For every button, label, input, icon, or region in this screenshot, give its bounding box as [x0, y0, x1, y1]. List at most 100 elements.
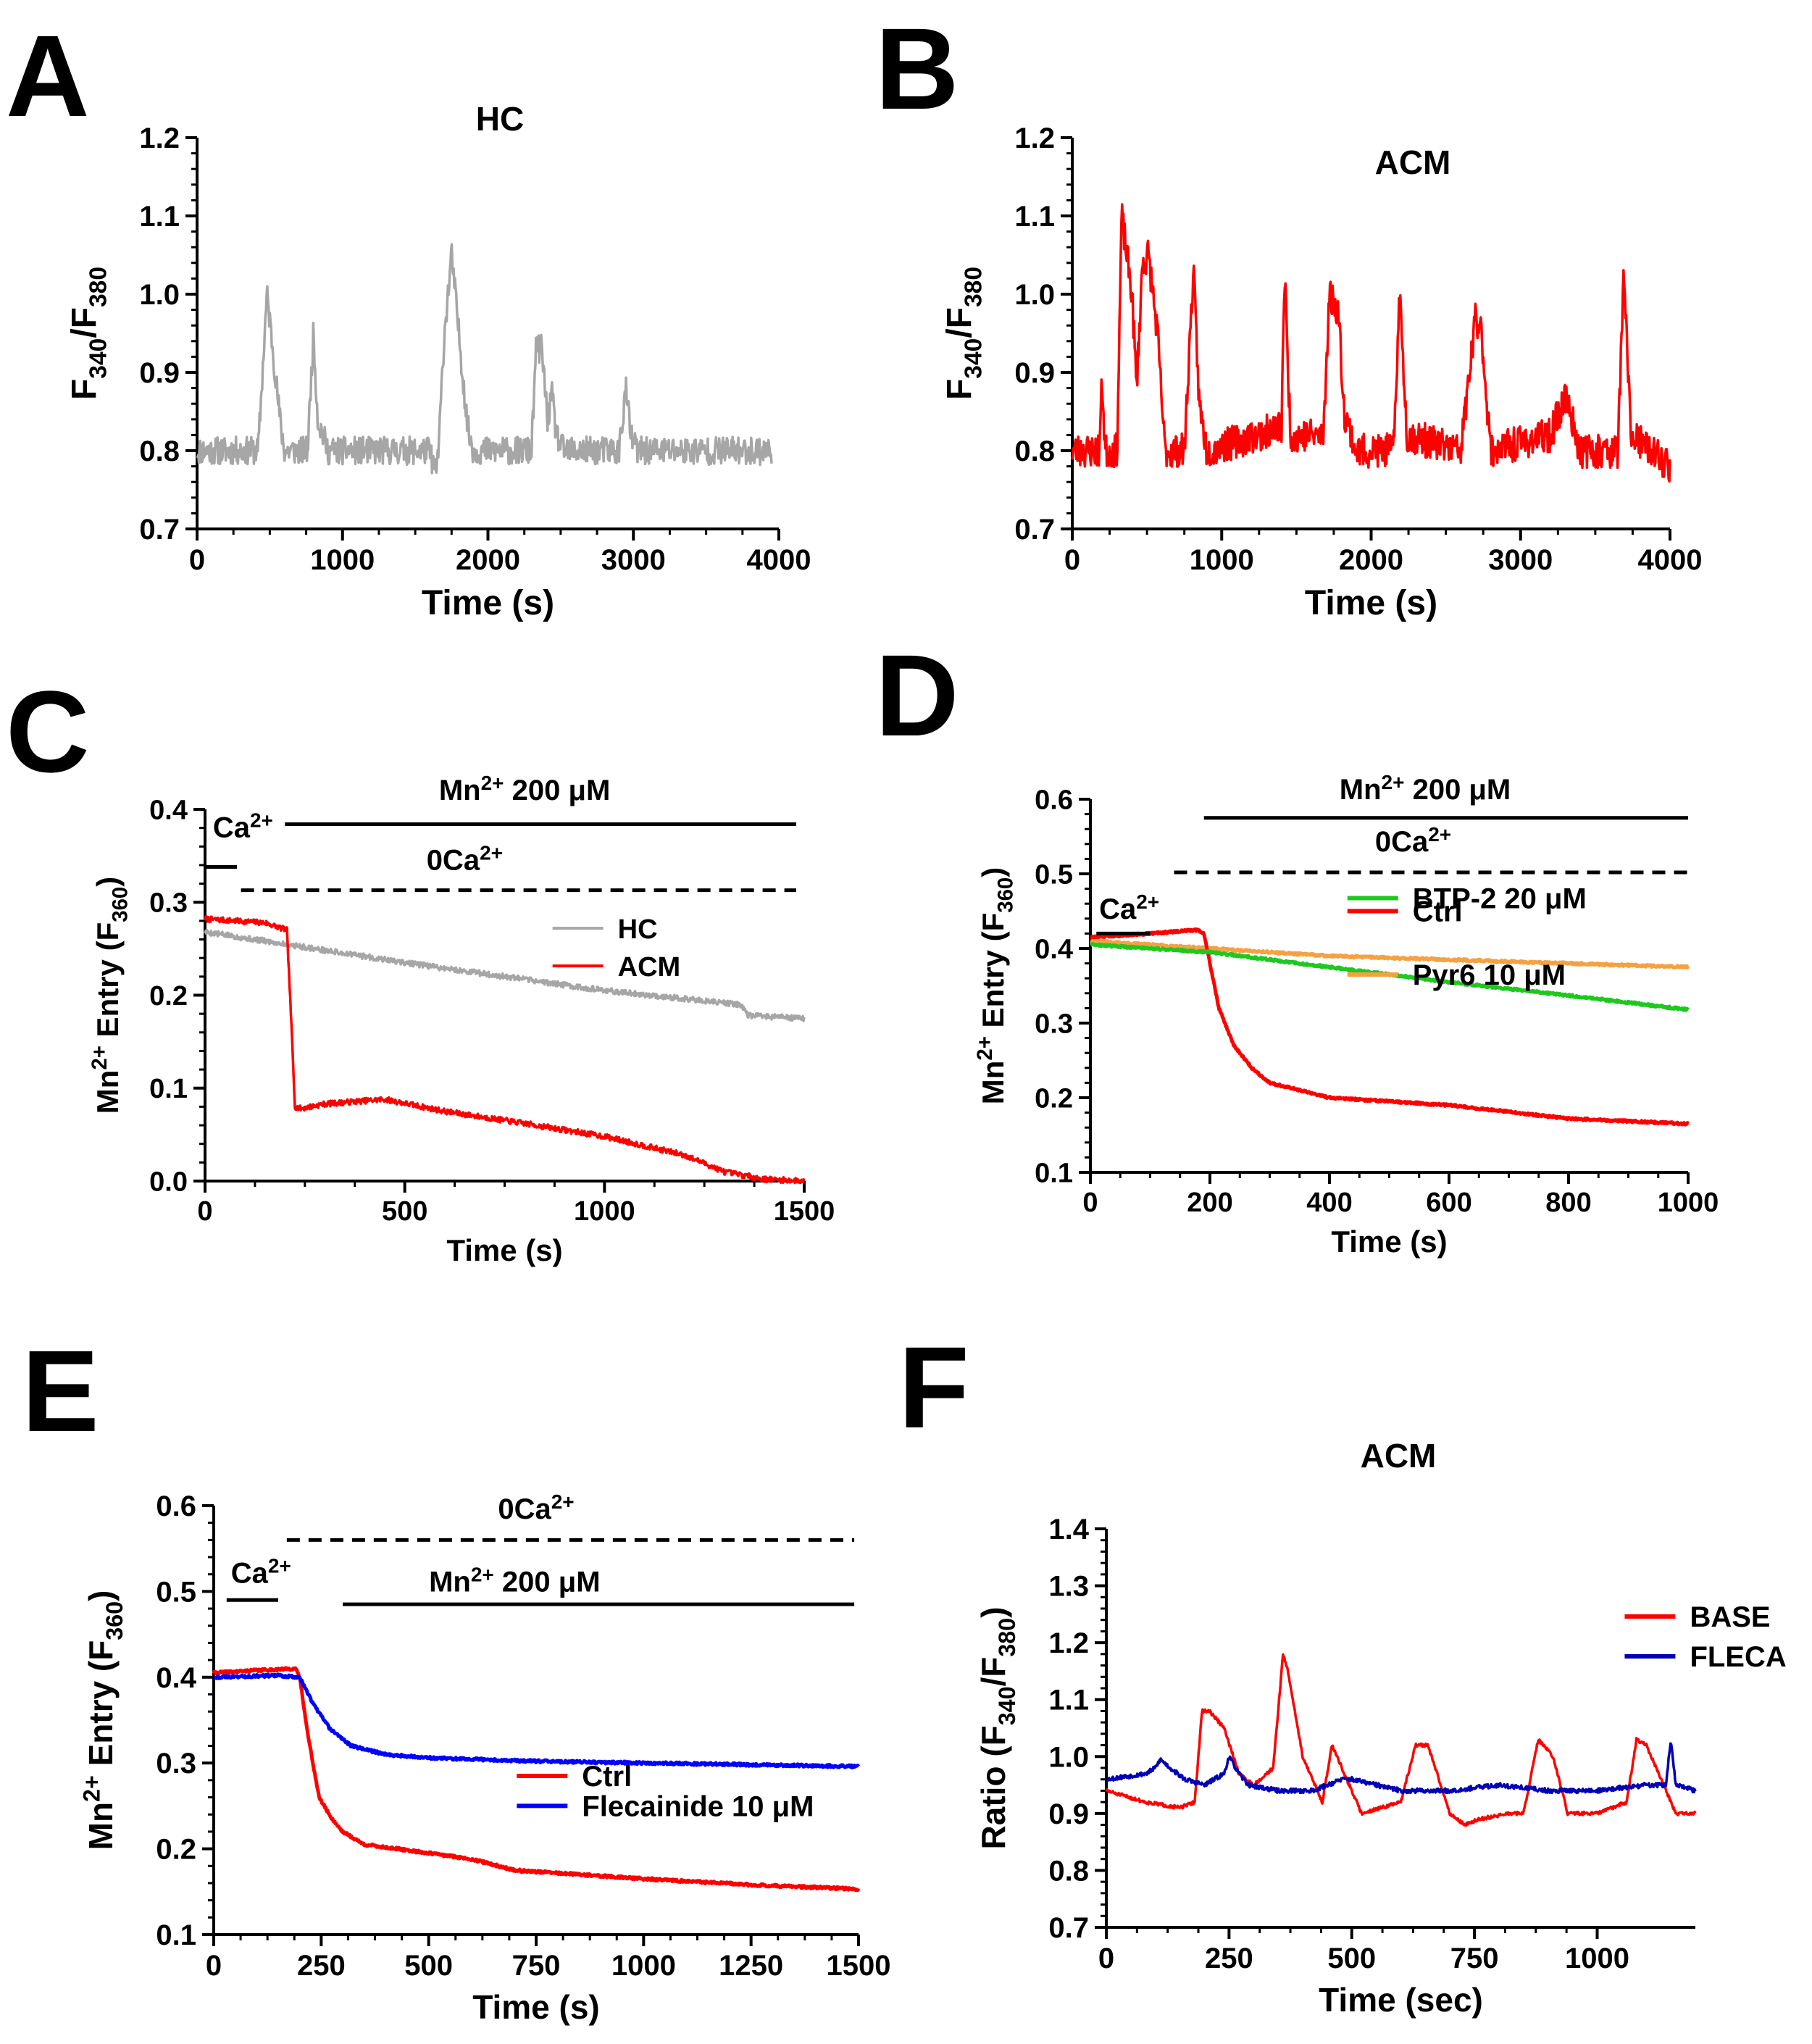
x-tick-label: 2000 — [456, 544, 520, 576]
series-line-base — [1105, 1653, 1697, 1827]
annotation-label: 0Ca2+ — [1375, 823, 1451, 858]
x-tick-label: 0 — [206, 1950, 222, 1982]
annotation-label: 0Ca2+ — [498, 1490, 574, 1525]
x-axis-label: Time (s) — [1331, 1225, 1447, 1259]
y-tick-label: 0.1 — [1035, 1158, 1073, 1188]
y-axis-label: Mn2+ Entry (F360) — [79, 1590, 128, 1851]
legend-label: FLECA — [1690, 1641, 1786, 1673]
panel-label-A: A — [6, 11, 90, 141]
x-tick-label: 0 — [1082, 1188, 1098, 1218]
x-tick-label: 750 — [512, 1950, 561, 1982]
legend-label: Ctrl — [582, 1761, 632, 1793]
chart-title: ACM — [1361, 1437, 1437, 1474]
y-tick-label: 0.2 — [156, 1834, 196, 1866]
annotation-label: Mn2+ 200 μM — [439, 772, 610, 806]
y-tick-label: 1.0 — [1048, 1741, 1089, 1773]
x-tick-label: 600 — [1426, 1188, 1471, 1218]
annotation-label: Ca2+ — [213, 809, 273, 843]
y-tick-label: 0.4 — [149, 795, 188, 825]
x-axis-label: Time (s) — [446, 1233, 562, 1267]
x-axis-label: Time (sec) — [1319, 1981, 1483, 2019]
x-tick-label: 750 — [1450, 1943, 1499, 1974]
chart-panel-F: 0.7 0.8 0.9 1.0 1.1 1.2 1.3 1.4 0 250 500 750 1000 Ti… — [974, 1437, 1787, 2019]
y-tick-label: 0.0 — [149, 1167, 188, 1197]
y-tick-label: 0.3 — [156, 1748, 196, 1780]
legend-label: HC — [618, 914, 658, 945]
panel-label-B: B — [875, 4, 959, 133]
y-tick-label: 0.7 — [139, 514, 180, 546]
y-tick-label: 0.3 — [1035, 1009, 1073, 1039]
legend-label: Flecainide 10 μM — [582, 1790, 814, 1822]
annotation-label: Mn2+ 200 μM — [1340, 771, 1511, 806]
y-tick-label: 1.0 — [1014, 279, 1055, 311]
x-axis-label: Time (s) — [422, 584, 554, 622]
x-tick-label: 250 — [1205, 1943, 1253, 1974]
y-tick-label: 0.4 — [156, 1662, 196, 1694]
x-tick-label: 2000 — [1339, 544, 1403, 576]
y-tick-label: 1.3 — [1048, 1571, 1089, 1603]
panel-label-F: F — [898, 1322, 969, 1452]
x-tick-label: 3000 — [601, 544, 666, 576]
y-tick-label: 0.9 — [1048, 1798, 1089, 1830]
y-tick-label: 1.4 — [1048, 1514, 1089, 1545]
x-tick-label: 1000 — [611, 1950, 676, 1982]
annotation-label: Ca2+ — [231, 1555, 291, 1590]
y-axis-label: Mn2+ Entry (F360) — [88, 877, 133, 1114]
x-tick-label: 1500 — [827, 1950, 891, 1982]
series-line-hc — [204, 929, 806, 1022]
series-line-hc — [196, 243, 773, 475]
series-line-btp-2-20-m — [1089, 942, 1690, 1012]
y-tick-label: 0.3 — [149, 888, 188, 919]
panel-label-E: E — [22, 1326, 99, 1456]
chart-panel-B: 0.7 0.8 0.9 1.0 1.1 1.2 0 1000 2000 3000 4000 Time … — [940, 122, 1702, 622]
y-tick-label: 0.8 — [1014, 435, 1055, 467]
x-axis-label: Time (s) — [472, 1988, 600, 2026]
y-tick-label: 0.2 — [1035, 1083, 1073, 1114]
y-tick-label: 0.9 — [139, 357, 180, 389]
y-tick-label: 1.0 — [139, 279, 180, 311]
chart-panel-E: 0.1 0.2 0.3 0.4 0.5 0.6 0 250 500 750 1000 1250 1500… — [79, 1490, 891, 2026]
chart-panel-C: 0.0 0.1 0.2 0.3 0.4 0 500 1000 1500 Time (s) Mn2+ … — [88, 772, 835, 1267]
y-tick-label: 0.9 — [1014, 357, 1055, 389]
x-tick-label: 0 — [189, 544, 205, 576]
x-tick-label: 400 — [1306, 1188, 1352, 1218]
legend-label: BTP-2 20 μM — [1413, 883, 1587, 914]
series-line-acm — [1071, 203, 1671, 483]
y-tick-label: 0.1 — [156, 1919, 196, 1951]
y-tick-label: 0.6 — [156, 1490, 196, 1522]
y-tick-label: 1.2 — [1014, 122, 1055, 154]
legend-label: Pyr6 10 μM — [1413, 959, 1566, 991]
y-axis-label: F340/F380 — [65, 267, 112, 400]
series-line-ctrl — [1089, 927, 1690, 1127]
annotation-label: Ca2+ — [1099, 890, 1159, 925]
legend-label: Ctrl — [1413, 896, 1463, 928]
y-tick-label: 0.7 — [1048, 1912, 1089, 1944]
chart-title: HC — [476, 100, 524, 138]
legend-label: ACM — [618, 952, 681, 983]
y-tick-label: 0.7 — [1014, 514, 1055, 546]
legend-label: BASE — [1690, 1601, 1770, 1633]
series-line-pyr6-10-m — [1089, 938, 1690, 970]
x-tick-label: 4000 — [1638, 544, 1703, 576]
y-tick-label: 1.2 — [139, 122, 180, 154]
x-tick-label: 1000 — [1658, 1188, 1719, 1218]
x-tick-label: 4000 — [747, 544, 811, 576]
x-tick-label: 250 — [297, 1950, 346, 1982]
y-tick-label: 0.5 — [156, 1576, 196, 1608]
annotation-label: Mn2+ 200 μM — [429, 1563, 600, 1598]
panel-label-D: D — [875, 630, 959, 760]
x-tick-label: 3000 — [1488, 544, 1553, 576]
y-tick-label: 0.2 — [149, 981, 188, 1011]
series-line-fleca — [1105, 1742, 1697, 1795]
x-tick-label: 1000 — [574, 1196, 635, 1227]
x-tick-label: 1500 — [774, 1196, 835, 1227]
chart-panel-D: 0.1 0.2 0.3 0.4 0.5 0.6 0 200 400 600 800 1000 Time … — [973, 771, 1719, 1259]
y-axis-label: Mn2+ Entry (F360) — [973, 867, 1018, 1105]
x-tick-label: 0 — [197, 1196, 212, 1227]
x-tick-label: 500 — [404, 1950, 453, 1982]
y-axis-label: Ratio (F340/F380) — [974, 1607, 1020, 1850]
chart-title: ACM — [1375, 143, 1451, 181]
x-tick-label: 0 — [1098, 1943, 1114, 1974]
series-line-flecainide-10-m — [212, 1672, 861, 1769]
